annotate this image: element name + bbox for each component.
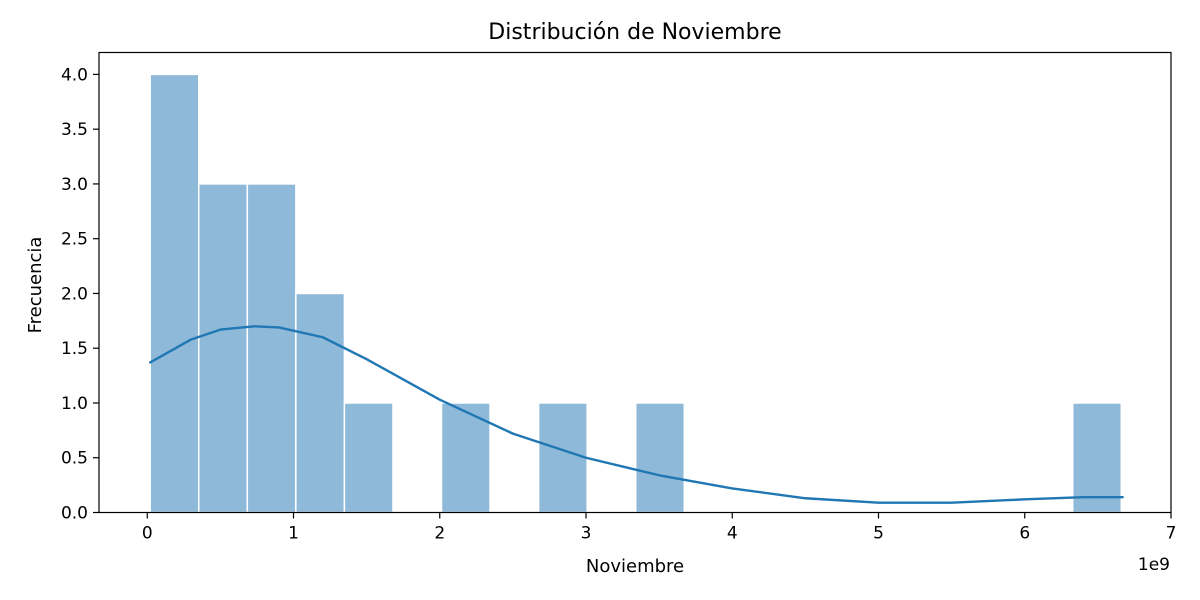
y-tick-label: 1.0	[61, 394, 88, 414]
x-tick-label: 1	[288, 524, 299, 544]
histogram-bar	[295, 292, 346, 514]
x-tick-label: 4	[727, 524, 738, 544]
y-tick-label: 0.0	[61, 504, 88, 524]
kde-line	[148, 325, 1124, 504]
plot-frame	[98, 51, 1172, 514]
chart-title: Distribución de Noviembre	[488, 20, 781, 45]
x-tick-label: 7	[1166, 524, 1177, 544]
x-tick-label: 3	[581, 524, 592, 544]
histogram-bar	[1071, 402, 1123, 514]
y-tick-label: 2.5	[61, 230, 88, 250]
y-tick-label: 2.0	[61, 284, 88, 304]
y-axis-label: Frecuencia	[25, 237, 46, 334]
x-tick-label: 5	[873, 524, 884, 544]
x-tick-label: 2	[434, 524, 445, 544]
histogram-bar	[440, 402, 491, 514]
histogram-bar	[634, 402, 686, 514]
histogram-bar	[246, 183, 297, 514]
histogram-bar	[149, 73, 200, 514]
histogram-bar	[537, 402, 588, 514]
bars-group	[149, 73, 1123, 514]
y-tick-label: 1.5	[61, 339, 88, 359]
x-axis: 0 1 2 3 4 5 6 7	[142, 512, 1177, 544]
y-tick-label: 3.5	[61, 120, 88, 140]
x-tick-label: 6	[1019, 524, 1030, 544]
histogram-bar	[343, 402, 394, 514]
y-tick-label: 0.5	[61, 449, 88, 469]
y-tick-label: 3.0	[61, 175, 88, 195]
x-axis-offset-label: 1e9	[1138, 555, 1170, 575]
y-tick-label: 4.0	[61, 65, 88, 85]
y-axis: 0.0 0.5 1.0 1.5 2.0 2.5 3.0 3.5 4.0	[61, 65, 99, 524]
x-tick-label: 0	[142, 524, 153, 544]
histogram-bar	[197, 183, 249, 514]
kde-group	[148, 325, 1124, 504]
x-axis-label: Noviembre	[586, 556, 684, 577]
